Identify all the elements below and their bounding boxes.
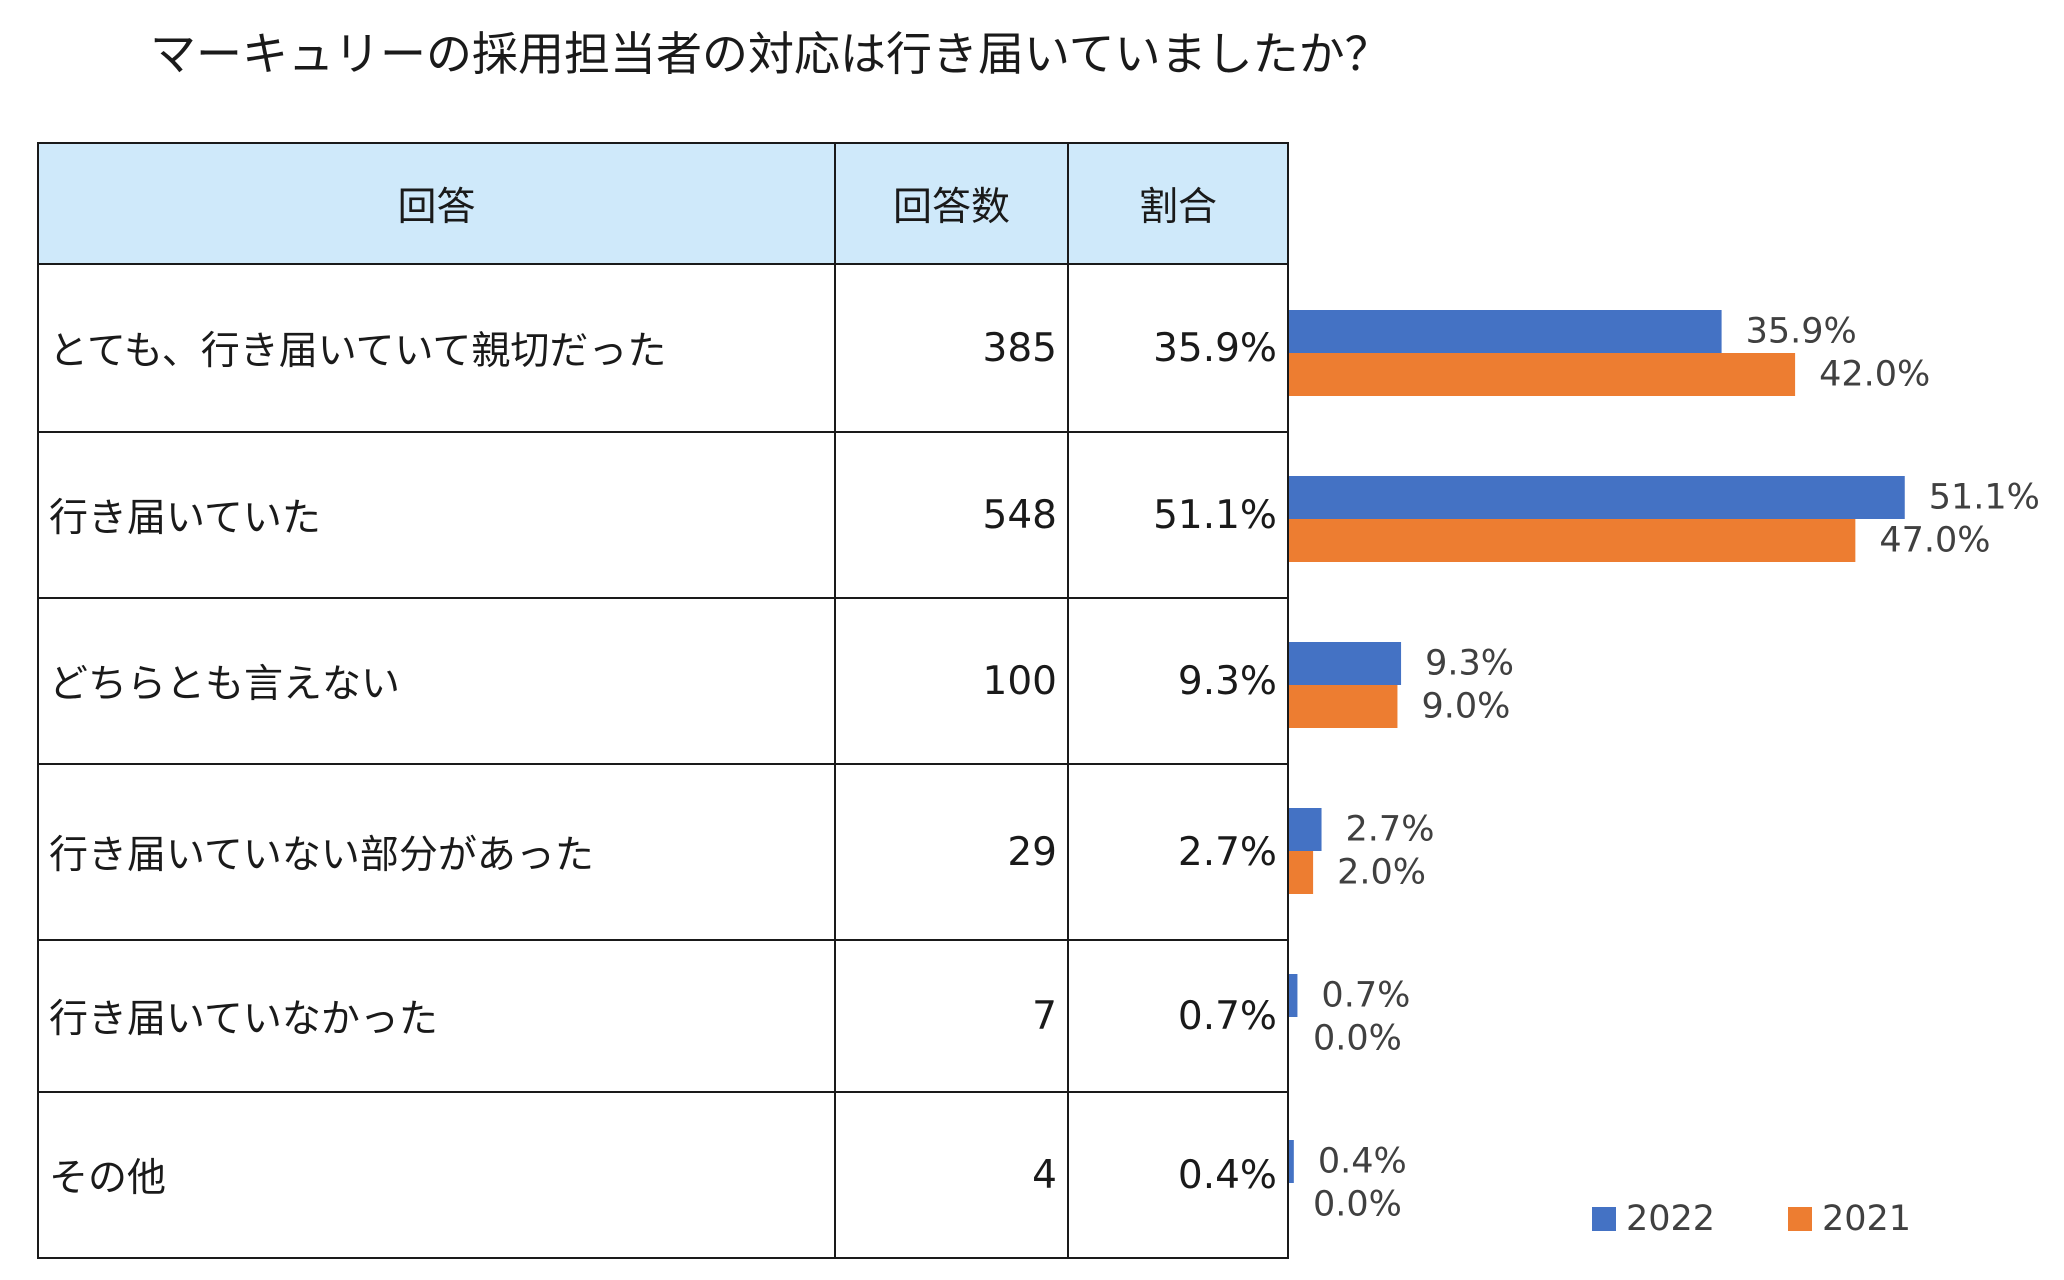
row-ratio: 9.3% xyxy=(1067,597,1289,765)
row-count: 4 xyxy=(834,1091,1069,1259)
bar-2022-2 xyxy=(1289,642,1402,685)
bar-2022-3 xyxy=(1289,808,1322,851)
row-ratio: 0.7% xyxy=(1067,939,1289,1093)
row-count: 7 xyxy=(834,939,1069,1093)
survey-table: 回答 回答数 割合 とても、行き届いていて親切だった 385 35.9% 行き届… xyxy=(37,142,1289,1259)
data-label-2021-4: 0.0% xyxy=(1313,1019,1402,1059)
data-label-2021-5: 0.0% xyxy=(1313,1185,1402,1225)
table-header-row: 回答 回答数 割合 xyxy=(37,142,1289,265)
legend-swatch-2021 xyxy=(1788,1207,1812,1231)
bar-2021-1 xyxy=(1289,519,1856,562)
header-answer: 回答 xyxy=(37,142,836,265)
row-ratio: 0.4% xyxy=(1067,1091,1289,1259)
row-ratio: 51.1% xyxy=(1067,431,1289,599)
table-row: とても、行き届いていて親切だった 385 35.9% xyxy=(37,263,1289,433)
header-count: 回答数 xyxy=(834,142,1069,265)
table-row: どちらとも言えない 100 9.3% xyxy=(37,597,1289,765)
table-row: 行き届いていた 548 51.1% xyxy=(37,431,1289,599)
row-answer: 行き届いていた xyxy=(37,431,836,599)
legend-label-2021: 2021 xyxy=(1822,1199,1911,1239)
bar-2022-5 xyxy=(1289,1140,1294,1183)
data-label-2021-0: 42.0% xyxy=(1819,355,1930,395)
data-label-2022-3: 2.7% xyxy=(1346,810,1435,850)
row-answer: どちらとも言えない xyxy=(37,597,836,765)
bar-2021-3 xyxy=(1289,851,1314,894)
row-answer: 行き届いていない部分があった xyxy=(37,763,836,941)
bar-2021-0 xyxy=(1289,353,1796,396)
row-count: 29 xyxy=(834,763,1069,941)
table-row: 行き届いていなかった 7 0.7% xyxy=(37,939,1289,1093)
bar-2022-4 xyxy=(1289,974,1298,1017)
data-label-2021-3: 2.0% xyxy=(1337,853,1426,893)
table-row: 行き届いていない部分があった 29 2.7% xyxy=(37,763,1289,941)
legend-swatch-2022 xyxy=(1592,1207,1616,1231)
data-label-2022-2: 9.3% xyxy=(1425,644,1514,684)
legend-label-2022: 2022 xyxy=(1626,1199,1715,1239)
row-answer: その他 xyxy=(37,1091,836,1259)
chart-title: マーキュリーの採用担当者の対応は行き届いていましたか？ xyxy=(150,27,1391,81)
data-label-2022-0: 35.9% xyxy=(1746,312,1857,352)
row-count: 385 xyxy=(834,263,1069,433)
table-row: その他 4 0.4% xyxy=(37,1091,1289,1259)
bar-2022-1 xyxy=(1289,476,1905,519)
row-ratio: 2.7% xyxy=(1067,763,1289,941)
data-label-2021-2: 9.0% xyxy=(1421,687,1510,727)
data-label-2022-5: 0.4% xyxy=(1318,1142,1407,1182)
data-label-2021-1: 47.0% xyxy=(1879,521,1990,561)
data-label-2022-1: 51.1% xyxy=(1929,478,2040,518)
bar-2021-2 xyxy=(1289,685,1398,728)
data-label-2022-4: 0.7% xyxy=(1321,976,1410,1016)
row-count: 100 xyxy=(834,597,1069,765)
row-answer: とても、行き届いていて親切だった xyxy=(37,263,836,433)
row-answer: 行き届いていなかった xyxy=(37,939,836,1093)
row-ratio: 35.9% xyxy=(1067,263,1289,433)
bar-2022-0 xyxy=(1289,310,1722,353)
header-ratio: 割合 xyxy=(1067,142,1289,265)
row-count: 548 xyxy=(834,431,1069,599)
